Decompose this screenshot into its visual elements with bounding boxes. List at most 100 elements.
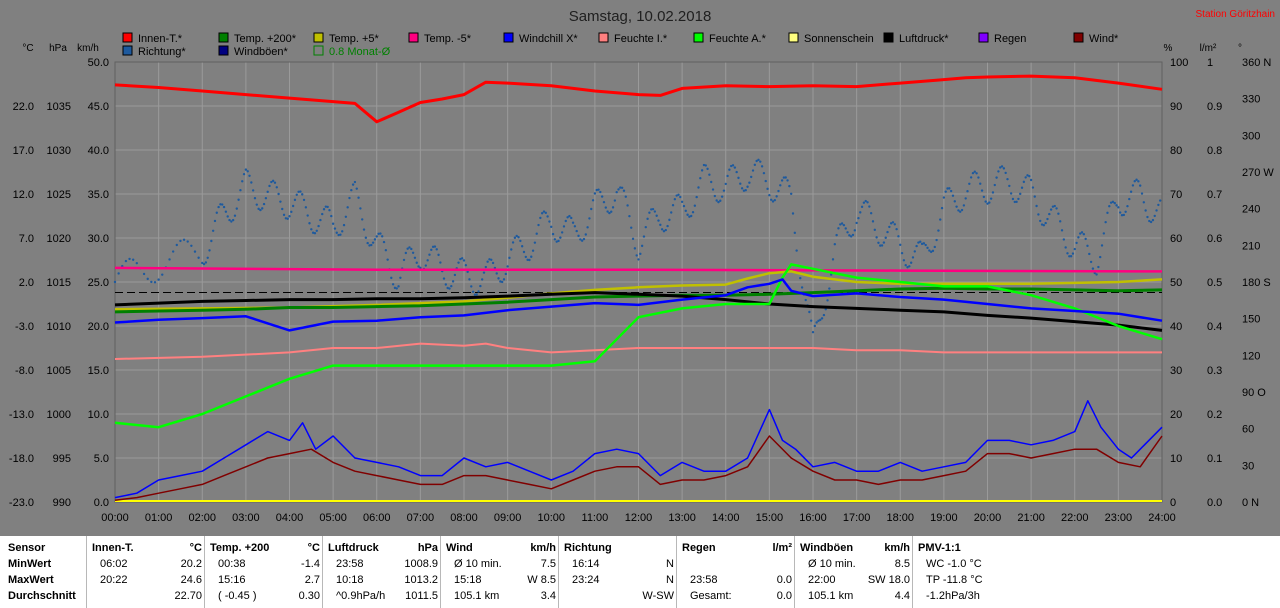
direction-point <box>775 195 778 198</box>
direction-point <box>326 205 329 209</box>
direction-point <box>1057 212 1060 215</box>
y-temp-tick-label: -13.0 <box>9 409 34 421</box>
direction-point <box>333 227 337 230</box>
direction-point <box>766 187 769 191</box>
x-tick-label: 09:00 <box>494 512 522 524</box>
x-tick-label: 00:00 <box>101 512 129 524</box>
direction-point <box>1128 197 1131 201</box>
direction-point <box>335 231 338 234</box>
stats-cell-label: 00:38 <box>218 558 246 570</box>
y-kmh-tick-label: 10.0 <box>88 409 109 421</box>
legend-swatch <box>313 32 324 43</box>
direction-point <box>277 192 280 196</box>
direction-point <box>1006 177 1009 181</box>
direction-point <box>235 207 238 210</box>
y-rain-tick-label: 0.7 <box>1207 189 1222 201</box>
direction-point <box>1158 199 1162 202</box>
x-tick-label: 12:00 <box>625 512 653 524</box>
direction-point <box>1008 184 1011 188</box>
direction-point <box>1068 255 1071 258</box>
direction-point <box>779 184 782 187</box>
direction-point <box>908 265 911 268</box>
direction-point <box>871 220 875 223</box>
y-dir-tick-label: 270 W <box>1242 167 1274 179</box>
stats-cell-value: 0.0 <box>776 574 792 586</box>
direction-point <box>470 285 473 288</box>
direction-point <box>1033 195 1036 198</box>
direction-point <box>504 272 508 276</box>
direction-point <box>771 200 775 203</box>
direction-point <box>428 253 431 256</box>
direction-point <box>993 183 996 187</box>
direction-point <box>666 224 669 228</box>
direction-point <box>293 198 297 202</box>
direction-point <box>528 258 531 262</box>
direction-point <box>633 247 637 250</box>
y-temp-tick-label: -3.0 <box>15 321 34 333</box>
stats-cell-label: Ø 10 min. <box>808 558 856 570</box>
direction-point <box>1028 174 1031 178</box>
direction-point <box>711 188 715 191</box>
direction-point <box>321 212 324 216</box>
direction-point <box>526 258 529 262</box>
direction-point <box>424 264 428 267</box>
direction-point <box>546 215 549 218</box>
direction-point <box>113 280 117 284</box>
direction-point <box>684 209 687 213</box>
stats-row-label: MaxWert <box>8 574 54 586</box>
direction-point <box>328 209 331 212</box>
direction-point <box>344 215 348 218</box>
statistics-table: Sensor MinWert MaxWert Durchschnitt Innen-T.… <box>0 536 1280 608</box>
direction-point <box>702 163 706 167</box>
legend-label: Sonnenschein <box>804 33 874 45</box>
stats-cell-label: 23:58 <box>690 574 718 586</box>
direction-point <box>1009 192 1013 195</box>
y-hpa-tick-label: 1010 <box>47 321 71 333</box>
direction-point <box>628 214 631 218</box>
direction-point <box>206 256 209 259</box>
y-dir-tick-label: 120 <box>1242 350 1260 362</box>
direction-point <box>580 239 584 242</box>
direction-point <box>660 228 664 231</box>
stats-cell-label: 15:18 <box>454 574 482 586</box>
direction-point <box>337 233 340 237</box>
direction-point <box>1086 244 1089 248</box>
direction-point <box>753 163 757 167</box>
y-pct-tick-label: 30 <box>1170 365 1182 377</box>
direction-point <box>1077 236 1080 239</box>
direction-point <box>744 189 747 192</box>
direction-point <box>361 218 364 221</box>
direction-point <box>566 216 569 219</box>
stats-cell-label: Ø 10 min. <box>454 558 502 570</box>
direction-point <box>290 210 293 214</box>
direction-point <box>822 313 826 317</box>
direction-point <box>435 248 438 251</box>
y-rain-tick-label: 1 <box>1207 57 1213 69</box>
direction-point <box>353 180 357 184</box>
direction-point <box>497 277 500 280</box>
direction-point <box>204 261 208 264</box>
direction-point <box>228 218 231 222</box>
y-temp-tick-label: 22.0 <box>13 101 34 113</box>
stats-group-name: Windböen <box>800 542 854 554</box>
legend-swatch <box>313 45 324 56</box>
direction-point <box>1055 207 1058 210</box>
direction-point <box>949 189 953 193</box>
direction-point <box>606 210 609 213</box>
direction-point <box>1135 178 1138 181</box>
legend-swatch <box>408 32 419 43</box>
direction-point <box>749 175 753 179</box>
direction-point <box>720 195 724 198</box>
direction-point <box>341 230 344 233</box>
direction-point <box>520 245 524 248</box>
direction-point <box>351 183 355 186</box>
direction-point <box>273 181 277 184</box>
direction-point <box>257 207 260 211</box>
direction-point <box>728 168 731 171</box>
stats-cell-label: 10:18 <box>336 574 364 586</box>
stats-cell-value: 20.2 <box>180 558 202 570</box>
direction-point <box>221 203 224 206</box>
stats-group-unit: km/h <box>530 542 556 554</box>
direction-point <box>700 169 704 172</box>
direction-point <box>1046 217 1049 221</box>
